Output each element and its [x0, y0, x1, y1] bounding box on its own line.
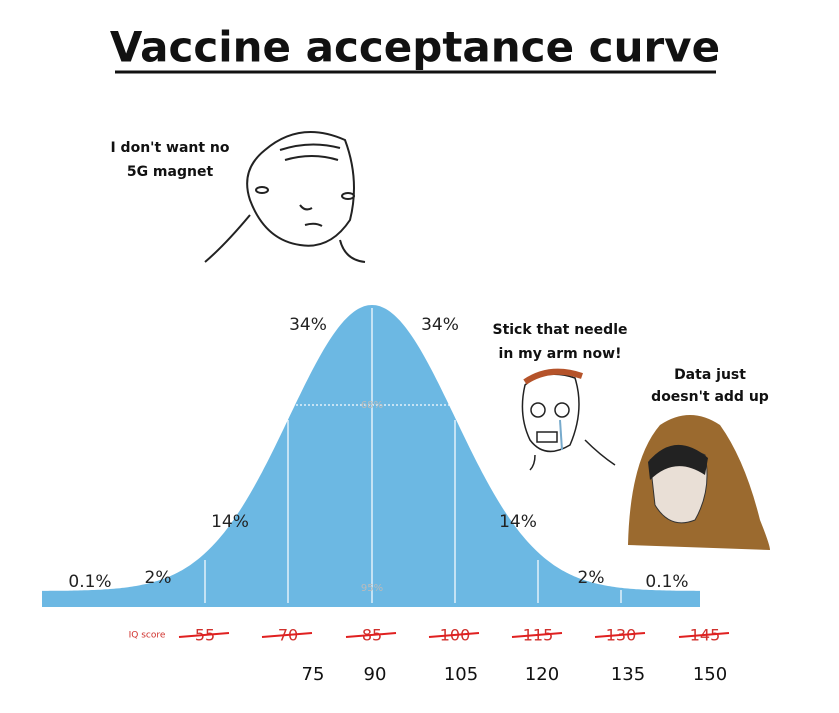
- title: Vaccine acceptance curve: [110, 23, 720, 72]
- speech-line: Data just: [674, 367, 746, 383]
- segment-label: 0.1%: [645, 572, 688, 592]
- band-lines: [204, 308, 622, 603]
- new-score: 90: [364, 664, 387, 685]
- strike: [428, 632, 480, 638]
- new-score: 105: [444, 664, 478, 685]
- new-score: 150: [693, 664, 727, 685]
- wojak-face: [204, 131, 366, 263]
- strike: [178, 632, 230, 638]
- hooded-figure: [628, 415, 770, 550]
- inner-label: 68%: [361, 400, 383, 411]
- strike: [594, 632, 646, 638]
- bell-curve: [42, 305, 700, 607]
- new-score: 135: [611, 664, 645, 685]
- strike: [511, 632, 563, 638]
- new-score: 120: [525, 664, 559, 685]
- segment-label: 34%: [421, 315, 459, 335]
- speech-line: 5G magnet: [127, 164, 214, 180]
- speech-line: I don't want no: [110, 140, 229, 156]
- segment-label: 34%: [289, 315, 327, 335]
- segment-label: 14%: [211, 512, 249, 532]
- axis-label: IQ score: [129, 631, 166, 641]
- strike: [678, 632, 730, 638]
- inner-label: 95%: [361, 583, 383, 594]
- speech-line: in my arm now!: [499, 346, 622, 362]
- segment-label: 2%: [578, 568, 605, 588]
- speech-line: doesn't add up: [651, 389, 769, 405]
- speech-line: Stick that needle: [492, 322, 627, 338]
- segment-label: 14%: [499, 512, 537, 532]
- strike: [261, 632, 313, 638]
- strike: [345, 632, 397, 638]
- soyjak-face: [521, 368, 616, 471]
- new-score: 75: [302, 664, 325, 685]
- segment-label: 2%: [145, 568, 172, 588]
- segment-label: 0.1%: [68, 572, 111, 592]
